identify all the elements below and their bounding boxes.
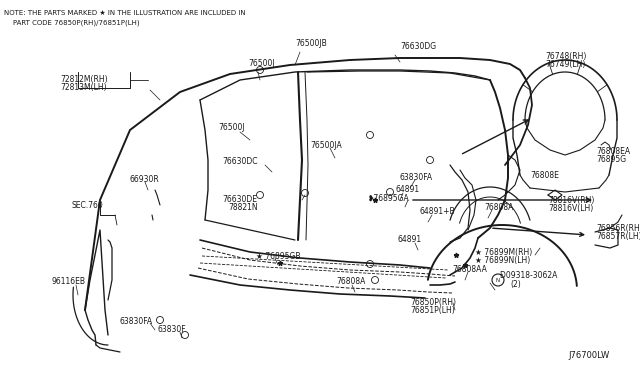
Text: ★ 76895GB: ★ 76895GB — [256, 251, 301, 260]
Text: 76500JB: 76500JB — [295, 39, 327, 48]
Text: 76500J: 76500J — [218, 124, 244, 132]
Text: 72812M(RH): 72812M(RH) — [60, 75, 108, 84]
Text: N: N — [496, 278, 500, 282]
Text: 76808AA: 76808AA — [452, 266, 487, 275]
Text: 76748(RH): 76748(RH) — [545, 52, 586, 61]
Text: 64891: 64891 — [395, 186, 419, 195]
Text: 76630DE: 76630DE — [222, 196, 257, 205]
Text: NOTE: THE PARTS MARKED ★ IN THE ILLUSTRATION ARE INCLUDED IN: NOTE: THE PARTS MARKED ★ IN THE ILLUSTRA… — [4, 10, 246, 16]
Text: 76850P(RH): 76850P(RH) — [410, 298, 456, 307]
Text: ★ 76899N(LH): ★ 76899N(LH) — [475, 257, 531, 266]
Text: 78821N: 78821N — [228, 203, 258, 212]
Text: (2): (2) — [510, 279, 521, 289]
Text: 63830F: 63830F — [158, 326, 187, 334]
Text: 76500J: 76500J — [248, 59, 275, 68]
Text: 76808A: 76808A — [484, 202, 513, 212]
Text: SEC.760: SEC.760 — [72, 201, 104, 209]
Text: PART CODE 76850P(RH)/76851P(LH): PART CODE 76850P(RH)/76851P(LH) — [4, 20, 140, 26]
Text: Ð09318-3062A: Ð09318-3062A — [500, 272, 557, 280]
Text: 63830FA: 63830FA — [120, 317, 153, 326]
Text: 76500JA: 76500JA — [310, 141, 342, 150]
Text: J76700LW: J76700LW — [568, 350, 609, 359]
Text: 76857R(LH): 76857R(LH) — [596, 231, 640, 241]
Text: 76749(LH): 76749(LH) — [545, 61, 586, 70]
Text: 78816V(LH): 78816V(LH) — [548, 203, 593, 212]
Text: 96116EB: 96116EB — [52, 278, 86, 286]
Text: 64891: 64891 — [398, 235, 422, 244]
Text: 76808E: 76808E — [530, 170, 559, 180]
Text: 64891+B: 64891+B — [420, 208, 456, 217]
Text: ❥76895GA: ❥76895GA — [368, 193, 410, 202]
Text: 72813M(LH): 72813M(LH) — [60, 83, 107, 92]
Text: 76808EA: 76808EA — [596, 148, 630, 157]
Text: 78816V(RH): 78816V(RH) — [548, 196, 595, 205]
Text: 76856R(RH): 76856R(RH) — [596, 224, 640, 232]
Text: 66930R: 66930R — [130, 176, 160, 185]
Text: 76630DG: 76630DG — [400, 42, 436, 51]
Text: 76630DC: 76630DC — [222, 157, 257, 167]
Text: 76895G: 76895G — [596, 155, 626, 164]
Text: ★ 76899M(RH): ★ 76899M(RH) — [475, 248, 532, 257]
Text: 76851P(LH): 76851P(LH) — [410, 305, 455, 314]
Text: 63830FA: 63830FA — [400, 173, 433, 182]
Text: 76808A: 76808A — [336, 278, 365, 286]
